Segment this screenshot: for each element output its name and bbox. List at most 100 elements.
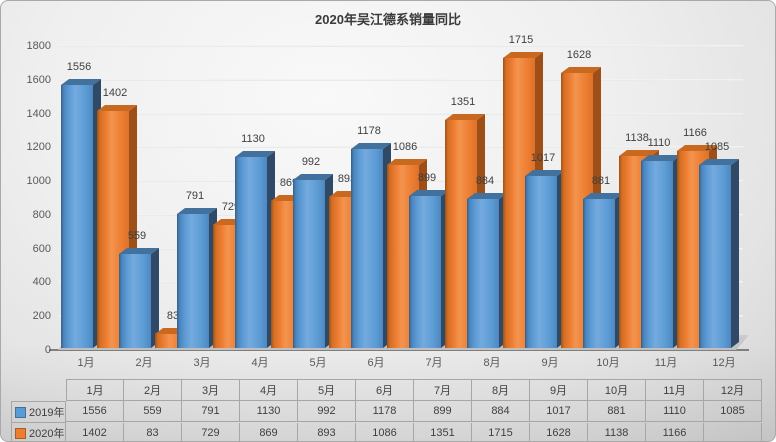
bar-2019年-8月[interactable]: 884 xyxy=(467,175,507,348)
bar-top-face xyxy=(329,191,369,197)
bar-front-face xyxy=(409,196,441,348)
bar-front-face xyxy=(467,199,499,348)
bar-top-face xyxy=(525,170,565,176)
data-label: 1130 xyxy=(241,133,265,145)
table-value-cell: 881 xyxy=(588,401,646,422)
table-value-cell: 893 xyxy=(298,423,356,441)
bar-2019年-3月[interactable]: 791 xyxy=(177,190,217,348)
x-tick-label: 10月 xyxy=(596,357,620,369)
table-value-cell: 1402 xyxy=(66,423,124,441)
bar-2019年-12月[interactable]: 1085 xyxy=(699,141,739,348)
table-header-cell: 9月 xyxy=(530,379,588,401)
bar-top-face xyxy=(409,190,449,196)
data-label: 1351 xyxy=(450,96,476,108)
table-value-cell: 869 xyxy=(240,423,298,441)
bar-front-face xyxy=(583,199,615,348)
data-label: 1086 xyxy=(392,141,418,153)
bar-2019年-5月[interactable]: 992 xyxy=(293,156,333,348)
bar-top-face xyxy=(699,159,739,165)
x-tick-label: 4月 xyxy=(251,357,269,369)
table-header-cell: 6月 xyxy=(356,379,414,401)
bar-top-face xyxy=(119,248,159,254)
y-tick-label: 200 xyxy=(32,310,51,322)
bar-top-face xyxy=(155,328,195,334)
series-name: 2019年 xyxy=(29,407,65,419)
x-tick-label: 11月 xyxy=(654,357,678,369)
bar-front-face xyxy=(119,254,151,348)
table-value-cell: 1556 xyxy=(66,401,124,422)
data-label: 1715 xyxy=(508,34,534,46)
bar-2019年-4月[interactable]: 1130 xyxy=(235,133,275,348)
y-tick-label: 400 xyxy=(32,276,51,288)
bar-top-face xyxy=(467,193,507,199)
table-value-cell: 1130 xyxy=(240,401,298,422)
y-tick-label: 1400 xyxy=(26,108,51,120)
bar-2019年-10月[interactable]: 881 xyxy=(583,175,623,348)
data-label: 899 xyxy=(417,172,437,184)
data-label: 992 xyxy=(301,156,321,168)
bar-top-face xyxy=(351,143,391,149)
bar-side-face xyxy=(129,105,137,348)
table-value-cell: 559 xyxy=(124,401,182,422)
bar-top-face xyxy=(561,67,601,73)
bar-2019年-7月[interactable]: 899 xyxy=(409,172,449,348)
bar-2019年-9月[interactable]: 1017 xyxy=(525,152,565,348)
x-axis-line xyxy=(49,349,749,351)
table-header-cell: 7月 xyxy=(414,379,472,401)
bar-2019年-2月[interactable]: 559 xyxy=(119,230,159,348)
table-value-cell: 1017 xyxy=(530,401,588,422)
bar-top-face xyxy=(177,208,217,214)
gridline xyxy=(58,113,743,115)
gridline xyxy=(58,146,743,148)
bar-top-face xyxy=(503,52,543,58)
bar-front-face xyxy=(61,85,93,348)
y-tick-label: 0 xyxy=(44,344,51,356)
table-value-cell: 884 xyxy=(472,401,530,422)
y-tick-label: 1600 xyxy=(26,74,51,86)
table-header-cell: 3月 xyxy=(182,379,240,401)
data-label: 884 xyxy=(475,175,495,187)
y-tick-label: 1200 xyxy=(26,141,51,153)
table-value-cell: 1110 xyxy=(646,401,704,422)
data-label: 559 xyxy=(127,230,147,242)
data-label: 1085 xyxy=(704,141,730,153)
table-value-cell: 1351 xyxy=(414,423,472,441)
legend-swatch xyxy=(15,427,26,439)
x-tick-label: 5月 xyxy=(309,357,327,369)
data-label: 881 xyxy=(591,175,611,187)
x-tick-label: 7月 xyxy=(425,357,443,369)
y-tick-label: 800 xyxy=(32,209,51,221)
bar-top-face xyxy=(387,159,427,165)
data-label: 1178 xyxy=(357,125,381,137)
table-header-cell: 12月 xyxy=(704,379,762,401)
data-label: 791 xyxy=(185,190,205,202)
table-value-cell: 899 xyxy=(414,401,472,422)
bar-top-face xyxy=(235,151,275,157)
x-tick-label: 12月 xyxy=(712,357,736,369)
table-header-cell: 11月 xyxy=(646,379,704,401)
data-label: 1166 xyxy=(683,127,707,139)
bar-front-face xyxy=(293,180,325,348)
table-value-cell: 1085 xyxy=(704,401,762,422)
table-value-cell: 1086 xyxy=(356,423,414,441)
bar-2019年-6月[interactable]: 1178 xyxy=(351,125,391,348)
gridline xyxy=(58,79,743,81)
bar-top-face xyxy=(677,145,717,151)
table-header-cell: 10月 xyxy=(588,379,646,401)
bar-2019年-1月[interactable]: 1556 xyxy=(61,61,101,348)
bar-top-face xyxy=(583,193,623,199)
gridline xyxy=(58,45,743,47)
data-label: 1138 xyxy=(625,132,649,144)
data-label: 1017 xyxy=(530,152,556,164)
table-value-cell: 729 xyxy=(182,423,240,441)
table-value-cell: 992 xyxy=(298,401,356,422)
table-value-cell: 1178 xyxy=(356,401,414,422)
table-value-cell xyxy=(704,423,762,441)
bar-2019年-11月[interactable]: 1110 xyxy=(641,137,681,348)
bar-front-face xyxy=(525,176,557,348)
bar-front-face xyxy=(699,165,731,348)
bar-top-face xyxy=(293,174,333,180)
table-value-cell: 1166 xyxy=(646,423,704,441)
bar-top-face xyxy=(97,105,137,111)
